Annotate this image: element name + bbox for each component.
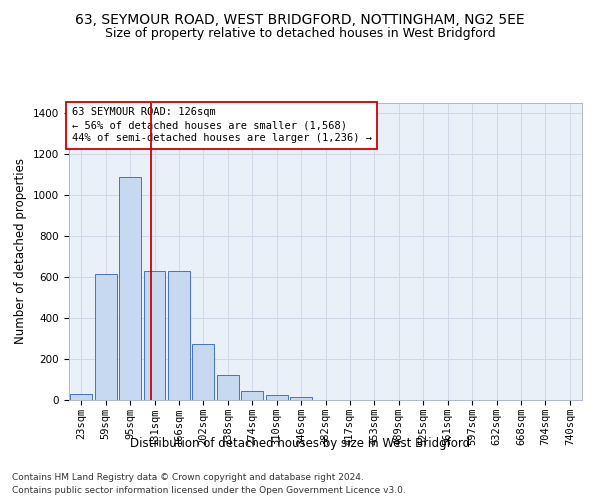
Bar (266, 395, 287, 400)
Text: Distribution of detached houses by size in West Bridgford: Distribution of detached houses by size … (130, 438, 470, 450)
Text: Contains public sector information licensed under the Open Government Licence v3: Contains public sector information licen… (12, 486, 406, 495)
Bar (290, 397, 312, 400)
Text: Contains HM Land Registry data © Crown copyright and database right 2024.: Contains HM Land Registry data © Crown c… (12, 472, 364, 482)
Bar (143, 270, 166, 400)
Bar (241, 391, 263, 400)
Bar (70, 394, 92, 400)
Bar (168, 270, 190, 400)
Text: 63, SEYMOUR ROAD, WEST BRIDGFORD, NOTTINGHAM, NG2 5EE: 63, SEYMOUR ROAD, WEST BRIDGFORD, NOTTIN… (75, 12, 525, 26)
Bar (95, 274, 116, 400)
Bar (119, 178, 141, 400)
Text: Size of property relative to detached houses in West Bridgford: Size of property relative to detached ho… (104, 28, 496, 40)
Bar (193, 344, 214, 400)
Text: 63 SEYMOUR ROAD: 126sqm
← 56% of detached houses are smaller (1,568)
44% of semi: 63 SEYMOUR ROAD: 126sqm ← 56% of detache… (71, 107, 371, 144)
Bar (217, 376, 239, 400)
Y-axis label: Number of detached properties: Number of detached properties (14, 158, 28, 344)
